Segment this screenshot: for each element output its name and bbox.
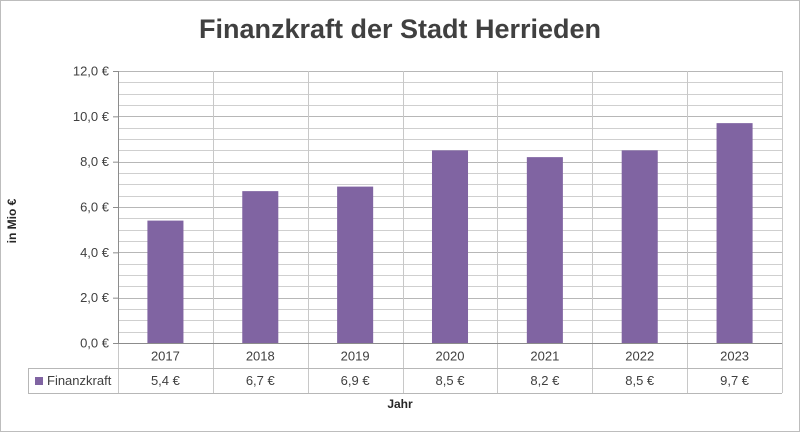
- x-tick-label: 2021: [530, 349, 559, 364]
- y-tick-label: 8,0 €: [80, 154, 110, 169]
- x-tick-label: 2017: [151, 349, 180, 364]
- y-tick-label: 6,0 €: [80, 200, 110, 215]
- data-label: 8,5 €: [625, 373, 655, 388]
- y-tick-label: 4,0 €: [80, 245, 110, 260]
- bar: [621, 150, 658, 343]
- data-label: 5,4 €: [151, 373, 181, 388]
- data-label: 6,9 €: [341, 373, 371, 388]
- y-tick-label: 2,0 €: [80, 290, 110, 305]
- legend-label: Finanzkraft: [47, 373, 112, 388]
- data-label: 8,2 €: [530, 373, 560, 388]
- data-label: 8,5 €: [436, 373, 466, 388]
- x-tick-label: 2020: [436, 349, 465, 364]
- bar: [242, 191, 279, 343]
- x-tick-label: 2019: [341, 349, 370, 364]
- bar: [431, 150, 469, 343]
- x-tick-label: 2018: [246, 349, 275, 364]
- bar: [337, 186, 374, 343]
- legend-swatch: [35, 377, 43, 385]
- y-tick-label: 12,0 €: [73, 64, 110, 79]
- bar: [526, 157, 563, 343]
- data-label: 6,7 €: [246, 373, 276, 388]
- bar: [716, 123, 753, 343]
- chart-title: Finanzkraft der Stadt Herrieden: [198, 14, 602, 44]
- x-tick-label: 2023: [720, 349, 749, 364]
- y-tick-label: 10,0 €: [73, 109, 110, 124]
- x-axis-label: Jahr: [387, 397, 413, 411]
- x-tick-label: 2022: [625, 349, 654, 364]
- data-label: 9,7 €: [720, 373, 750, 388]
- bar: [147, 220, 184, 343]
- y-tick-label: 0,0 €: [80, 336, 110, 351]
